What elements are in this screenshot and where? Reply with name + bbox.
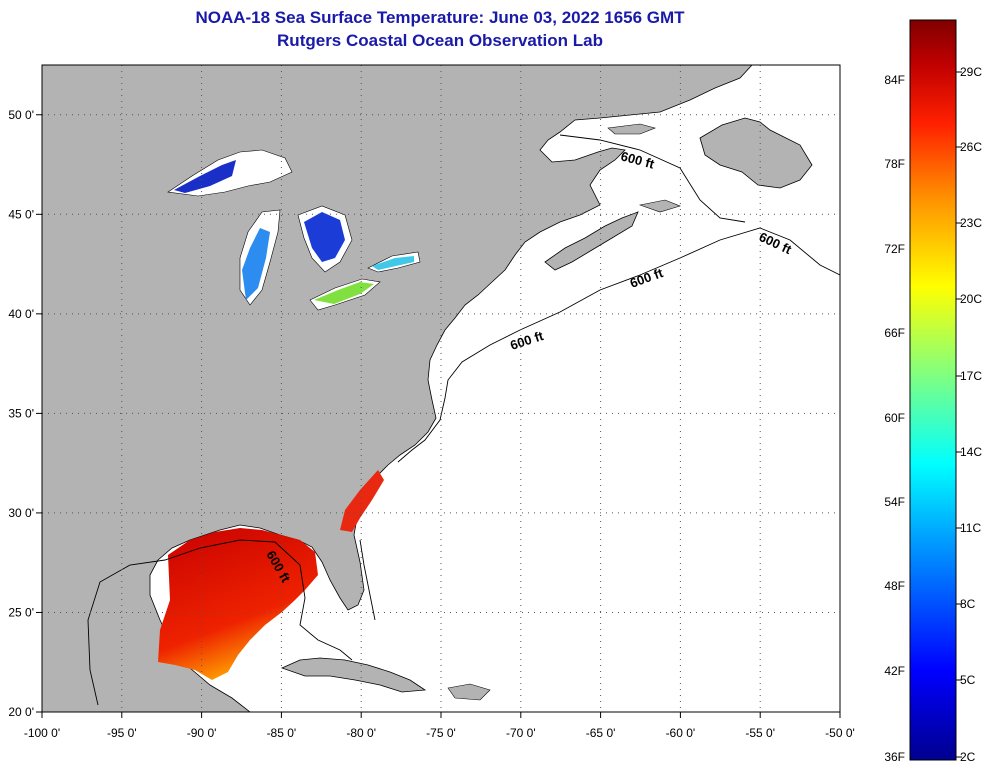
lon-tick-label: -70 0' xyxy=(506,726,536,740)
colorbar-fahrenheit-labels: 84F 78F 72F 66F 60F 54F 48F 42F 36F xyxy=(884,73,905,764)
lon-tick-label: -50 0' xyxy=(825,726,855,740)
colorbar-c-label: 29C xyxy=(960,65,982,79)
land-nova-scotia xyxy=(544,211,639,271)
map-title: NOAA-18 Sea Surface Temperature: June 03… xyxy=(195,8,685,27)
colorbar-f-label: 84F xyxy=(884,73,905,87)
longitude-axis: -100 0' -95 0' -90 0' -85 0' -80 0' -75 0' -70… xyxy=(24,712,855,740)
lon-tick-label: -75 0' xyxy=(426,726,456,740)
land-cuba xyxy=(280,657,427,693)
colorbar-f-label: 72F xyxy=(884,242,905,256)
lat-tick-label: 25 0' xyxy=(8,605,34,619)
land-anticosti xyxy=(607,123,656,135)
colorbar-c-label: 2C xyxy=(960,750,976,764)
land-hispaniola xyxy=(447,683,491,701)
isobath-atlantic xyxy=(397,227,840,463)
isobath-gulf-of-mexico xyxy=(87,539,353,706)
colorbar-c-label: 23C xyxy=(960,216,982,230)
sst-lake-ontario xyxy=(372,256,414,270)
colorbar-f-label: 66F xyxy=(884,326,905,340)
latitude-axis: 50 0' 45 0' 40 0' 35 0' 30 0' 25 0' 20 0' xyxy=(8,108,42,719)
lon-tick-label: -55 0' xyxy=(745,726,775,740)
lon-tick-label: -80 0' xyxy=(346,726,376,740)
colorbar-f-label: 42F xyxy=(884,664,905,678)
lon-tick-label: -60 0' xyxy=(666,726,696,740)
map-subtitle: Rutgers Coastal Ocean Observation Lab xyxy=(277,31,603,50)
colorbar-f-label: 36F xyxy=(884,750,905,764)
sst-lake-michigan xyxy=(242,228,270,300)
land-pei xyxy=(638,199,681,213)
colorbar-f-label: 78F xyxy=(884,157,905,171)
lat-tick-label: 50 0' xyxy=(8,108,34,122)
lon-tick-label: -90 0' xyxy=(187,726,217,740)
land-newfoundland xyxy=(699,117,813,189)
colorbar-c-label: 14C xyxy=(960,445,982,459)
colorbar xyxy=(909,19,957,761)
colorbar-f-label: 48F xyxy=(884,579,905,593)
lon-tick-label: -85 0' xyxy=(267,726,297,740)
colorbar-c-label: 26C xyxy=(960,140,982,154)
colorbar-c-label: 11C xyxy=(960,521,981,535)
colorbar-f-label: 60F xyxy=(884,411,905,425)
colorbar-celsius-labels: 29C 26C 23C 20C 17C 14C 11C 8C 5C 2C xyxy=(956,65,982,764)
sst-atlantic-coast xyxy=(340,470,384,532)
land-north-america xyxy=(42,65,753,712)
lat-tick-label: 35 0' xyxy=(8,406,34,420)
lon-tick-label: -65 0' xyxy=(586,726,616,740)
lat-tick-label: 45 0' xyxy=(8,207,34,221)
sst-gulf-of-mexico xyxy=(158,528,318,680)
isobath-florida xyxy=(359,539,376,621)
lat-tick-label: 40 0' xyxy=(8,307,34,321)
sst-lake-huron xyxy=(304,212,345,262)
sst-lake-superior xyxy=(174,160,236,193)
colorbar-c-label: 17C xyxy=(960,369,982,383)
colorbar-f-label: 54F xyxy=(884,495,905,509)
grid-lines xyxy=(42,65,840,712)
lat-tick-label: 30 0' xyxy=(8,506,34,520)
colorbar-c-label: 5C xyxy=(960,673,976,687)
lon-tick-label: -100 0' xyxy=(24,726,60,740)
map-layers xyxy=(42,65,840,712)
colorbar-c-label: 20C xyxy=(960,292,982,306)
lat-tick-label: 20 0' xyxy=(8,705,34,719)
colorbar-c-label: 8C xyxy=(960,597,976,611)
lon-tick-label: -95 0' xyxy=(107,726,137,740)
sst-lake-erie xyxy=(314,282,374,304)
